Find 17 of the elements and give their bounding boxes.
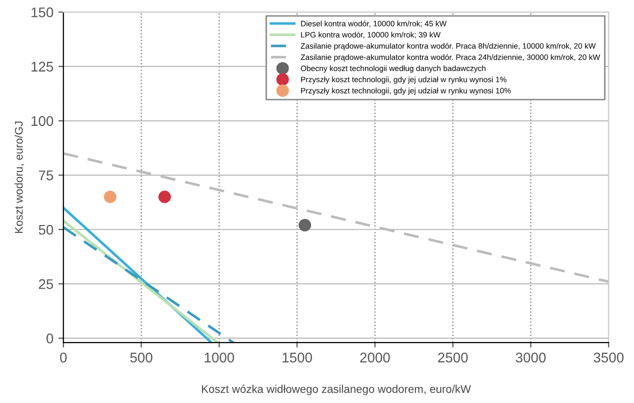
y-tick-label: 75	[38, 170, 54, 180]
x-tick-label: 2500	[438, 352, 468, 362]
y-tick-label: 100	[32, 116, 54, 126]
y-tick-label: 0	[46, 334, 54, 344]
y-tick-label: 50	[38, 224, 54, 235]
x-tick-label: 1500	[282, 352, 312, 362]
y-tick-label: 25	[38, 279, 54, 290]
y-tick-label: 150	[32, 7, 54, 18]
x-tick-label: 2000	[360, 352, 390, 362]
y-axis-title: Koszt wodoru, euro/GJ	[14, 122, 24, 233]
x-tick-label: 3500	[594, 352, 624, 362]
x-tick-label: 1000	[204, 352, 234, 362]
y-tick-label: 125	[32, 62, 54, 72]
x-tick-label: 3000	[516, 352, 546, 362]
x-tick-label: 0	[60, 352, 67, 362]
x-axis-title: Koszt wózka widłowego zasilanego wodorem, euro/kW	[202, 384, 471, 396]
x-tick-label: 500	[130, 352, 152, 362]
